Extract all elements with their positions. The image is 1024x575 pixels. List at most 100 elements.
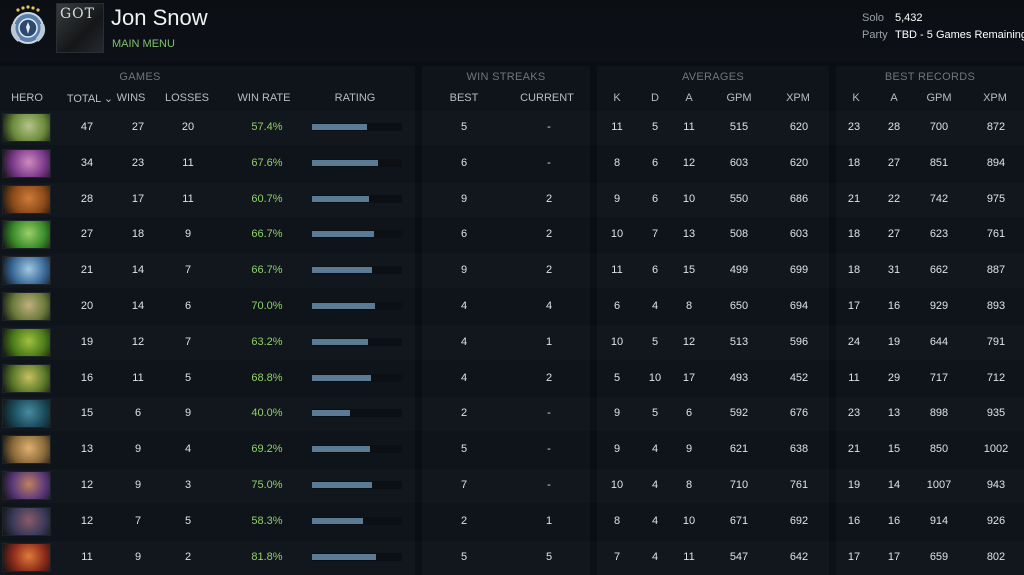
losses-cell: 6 [184,300,192,312]
rating-bar-fill [312,303,375,309]
avg-kills-cell: 8 [613,514,621,527]
best-streak-cell: 4 [460,300,468,312]
win-rate-cell: 58.3% [251,514,283,527]
rating-bar [312,409,402,418]
best-streak-cell: 6 [460,156,468,169]
hero-portrait[interactable] [2,184,51,214]
win-rate-cell: 75.0% [251,479,283,491]
best-gpm-cell: 717 [929,371,949,384]
best-gpm-cell: 851 [929,156,949,169]
hero-portrait[interactable] [2,471,51,500]
avg-assists-cell: 15 [682,264,696,277]
table-row[interactable]: 47 27 20 57.4% 5 - 11 5 11 515 620 23 28 700 872 [0,111,1024,145]
rating-bar [312,266,402,275]
win-rate-cell: 68.8% [251,371,283,384]
avatar[interactable]: GOT [56,3,104,53]
wins-cell: 11 [132,371,144,384]
table-row[interactable]: 21 14 7 66.7% 9 2 11 6 15 499 699 18 31 662 887 [0,254,1024,288]
avg-gpm-cell: 650 [729,300,749,312]
table-row[interactable]: 19 12 7 63.2% 4 1 10 5 12 513 596 24 19 644 791 [0,326,1024,360]
rating-bar [312,194,402,203]
rating-bar-fill [312,482,373,488]
table-row[interactable]: 28 17 11 60.7% 9 2 9 6 10 550 686 21 22 742 975 [0,183,1024,217]
hero-portrait[interactable] [2,506,51,536]
total-games-cell: 12 [80,514,94,527]
avg-deaths-cell: 5 [651,335,659,348]
total-games-cell: 20 [80,300,94,312]
col-best-streak[interactable]: BEST [449,92,479,104]
hero-portrait[interactable] [2,148,51,178]
best-xpm-cell: 943 [986,479,1006,491]
col-win-rate[interactable]: WIN RATE [237,92,291,104]
best-kills-cell: 23 [847,407,861,420]
avg-gpm-cell: 515 [729,121,749,133]
table-row[interactable]: 16 11 5 68.8% 4 2 5 10 17 493 452 11 29 717 712 [0,362,1024,396]
games-panel [0,66,415,575]
hero-portrait[interactable] [2,327,51,357]
col-total[interactable]: TOTAL ⌄ [66,93,114,105]
wins-cell: 9 [134,479,142,491]
table-row[interactable]: 12 9 3 75.0% 7 - 10 4 8 710 761 19 14 1007 943 [0,469,1024,503]
hero-portrait[interactable] [2,256,51,286]
table-row[interactable]: 34 23 11 67.6% 6 - 8 6 12 603 620 18 27 851 894 [0,147,1024,181]
table-row[interactable]: 27 18 9 66.7% 6 2 10 7 13 508 603 18 27 623 761 [0,218,1024,252]
col-avg-deaths[interactable]: D [651,92,659,104]
col-hero[interactable]: HERO [11,92,43,104]
best-assists-cell: 19 [887,335,901,348]
col-best-xpm[interactable]: XPM [983,92,1007,104]
avg-kills-cell: 10 [610,479,624,491]
losses-cell: 9 [184,407,192,420]
col-rating[interactable]: RATING [334,92,376,104]
col-losses[interactable]: LOSSES [164,92,210,104]
player-name: Jon Snow [111,5,208,30]
col-avg-kills[interactable]: K [613,92,621,104]
wins-cell: 9 [134,550,142,563]
group-title-averages: AVERAGES [681,71,745,83]
rating-bar [312,230,402,239]
table-row[interactable]: 12 7 5 58.3% 2 1 8 4 10 671 692 16 16 914 926 [0,505,1024,539]
avg-deaths-cell: 5 [651,407,659,420]
best-xpm-cell: 1002 [983,443,1009,456]
best-streak-cell: 9 [460,264,468,277]
hero-portrait[interactable] [2,220,51,250]
col-best-assists[interactable]: A [890,92,898,104]
avg-deaths-cell: 4 [651,443,659,456]
losses-cell: 11 [182,156,194,169]
hero-portrait[interactable] [2,292,51,321]
total-games-cell: 28 [80,192,94,205]
rating-bar-fill [312,159,378,166]
table-row[interactable]: 11 9 2 81.8% 5 5 7 4 11 547 642 17 17 659 802 [0,541,1024,575]
total-games-cell: 12 [80,479,94,491]
best-xpm-cell: 894 [986,156,1006,169]
best-kills-cell: 18 [847,156,861,169]
hero-portrait[interactable] [2,399,51,429]
hero-portrait[interactable] [2,435,51,465]
avg-gpm-cell: 603 [729,156,749,169]
col-best-kills[interactable]: K [852,92,860,104]
col-avg-assists[interactable]: A [685,92,693,104]
best-kills-cell: 24 [847,335,861,348]
col-avg-xpm[interactable]: XPM [786,92,810,104]
avg-assists-cell: 10 [682,192,696,205]
col-avg-gpm[interactable]: GPM [726,92,752,104]
win-rate-cell: 60.7% [251,192,283,205]
solo-mmr-label: Solo [862,12,885,24]
hero-portrait[interactable] [2,363,51,393]
rating-bar [312,445,402,454]
table-row[interactable]: 20 14 6 70.0% 4 4 6 4 8 650 694 17 16 929 893 [0,290,1024,324]
best-xpm-cell: 893 [986,300,1006,312]
col-best-gpm[interactable]: GPM [926,92,952,104]
avg-gpm-cell: 499 [729,264,749,277]
best-assists-cell: 27 [887,156,901,169]
losses-cell: 3 [184,479,192,491]
best-assists-cell: 15 [887,443,901,456]
avg-xpm-cell: 596 [789,335,809,348]
hero-portrait[interactable] [2,542,51,572]
best-xpm-cell: 872 [986,121,1006,133]
col-wins[interactable]: WINS [116,92,146,104]
col-current-streak[interactable]: CURRENT [520,92,574,104]
table-row[interactable]: 15 6 9 40.0% 2 - 9 5 6 592 676 23 13 898 935 [0,397,1024,431]
table-row[interactable]: 13 9 4 69.2% 5 - 9 4 9 621 638 21 15 850 1002 [0,433,1024,467]
main-menu-link[interactable]: MAIN MENU [112,38,175,50]
hero-portrait[interactable] [2,113,51,142]
